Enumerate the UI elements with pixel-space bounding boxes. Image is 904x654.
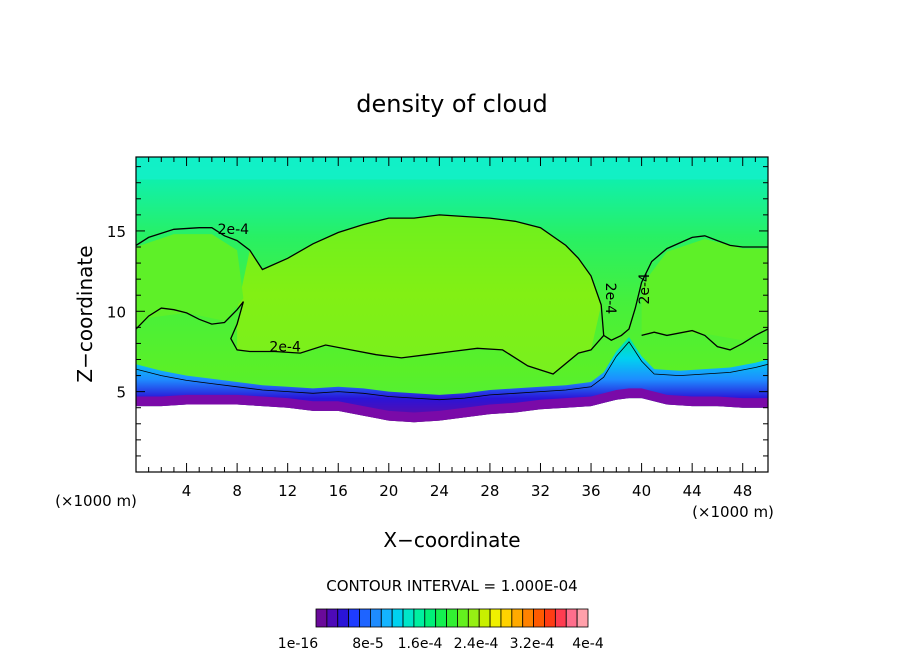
- colorbar-swatch-13: [457, 608, 469, 628]
- colorbar-swatch-10: [424, 608, 437, 628]
- x-unit-right: (×1000 m): [692, 503, 774, 521]
- cloud-core-left: [136, 234, 244, 328]
- colorbar-swatch-22: [554, 608, 567, 628]
- colorbar-swatch-9: [413, 608, 426, 628]
- colorbar-swatch-5: [369, 608, 382, 628]
- x-tick-label-40: 40: [632, 482, 651, 500]
- x-axis-label: X−coordinate: [383, 528, 520, 552]
- colorbar-swatch-24: [576, 608, 589, 628]
- colorbar-swatch-14: [467, 608, 480, 628]
- colorbar-swatch-18: [511, 608, 524, 628]
- colorbar-swatch-11: [435, 608, 447, 628]
- colorbar-swatch-6: [380, 608, 393, 628]
- colorbar-label-3: 2.4e-4: [454, 636, 499, 652]
- colorbar-swatch-0: [315, 608, 328, 628]
- contour-labels: 2e-4 2e-4 2e-4 2e-4: [218, 222, 654, 355]
- colorbar-swatch-12: [446, 608, 458, 628]
- colorbar-label-5: 4e-4: [572, 636, 604, 652]
- contour-label-2: 2e-4: [602, 283, 618, 315]
- y-tick-label-5: 5: [116, 384, 126, 402]
- colorbar-swatch-16: [489, 608, 502, 628]
- x-tick-label-44: 44: [683, 482, 702, 500]
- colorbar-swatch-8: [402, 608, 415, 628]
- x-tick-label-24: 24: [430, 482, 449, 500]
- y-axis-label: Z−coordinate: [73, 245, 97, 382]
- x-tick-label-32: 32: [531, 482, 550, 500]
- x-unit-left: (×1000 m): [55, 492, 137, 510]
- colorbar-swatch-2: [337, 608, 350, 628]
- contour-line-2e-4-2: [641, 328, 768, 351]
- cloud-bottom-fringe: [136, 388, 768, 423]
- contour-line-2e-4-1: [136, 301, 605, 375]
- colorbar-swatch-17: [500, 608, 513, 628]
- colorbar-swatch-4: [359, 608, 371, 628]
- colorbar-swatch-23: [565, 608, 578, 628]
- x-tick-label-16: 16: [329, 482, 348, 500]
- contour-interval-text: CONTOUR INTERVAL = 1.000E-04: [326, 577, 577, 595]
- x-tick-label-20: 20: [379, 482, 398, 500]
- x-tick-label-48: 48: [733, 482, 752, 500]
- x-tick-label-8: 8: [232, 482, 242, 500]
- colorbar-label-4: 3.2e-4: [510, 636, 555, 652]
- chart-title: density of cloud: [356, 90, 547, 118]
- colorbar-swatch-21: [544, 608, 556, 628]
- contour-label-0: 2e-4: [218, 222, 250, 238]
- colorbar-label-2: 1.6e-4: [398, 636, 443, 652]
- colorbar-label-1: 8e-5: [352, 636, 383, 652]
- contour-label-3: 2e-4: [637, 273, 653, 305]
- x-tick-label-4: 4: [182, 482, 192, 500]
- colorbar-swatch-1: [326, 608, 339, 628]
- contour-line-base: [136, 341, 768, 401]
- contour-line-2e-4-0: [136, 214, 768, 341]
- y-tick-label-15: 15: [107, 223, 126, 241]
- colorbar-swatch-15: [478, 608, 491, 628]
- x-tick-label-28: 28: [480, 482, 499, 500]
- colorbar-swatch-19: [522, 608, 534, 628]
- colorbar-swatch-7: [391, 608, 404, 628]
- cloud-core-right: [641, 239, 768, 341]
- colorbar-swatch-3: [348, 608, 360, 628]
- colorbar: [315, 608, 589, 628]
- plot-area: [136, 157, 768, 423]
- x-tick-label-36: 36: [581, 482, 600, 500]
- colorbar-swatch-20: [533, 608, 545, 628]
- colorbar-labels: 1e-16 8e-5 1.6e-4 2.4e-4 3.2e-4 4e-4: [278, 636, 604, 652]
- colorbar-label-0: 1e-16: [278, 636, 318, 652]
- x-tick-label-12: 12: [278, 482, 297, 500]
- contour-lines: [136, 214, 768, 401]
- contour-label-1: 2e-4: [269, 339, 301, 355]
- cloud-core-region: [237, 214, 602, 374]
- cloud-top-band: [136, 157, 768, 180]
- y-tick-label-10: 10: [107, 303, 126, 321]
